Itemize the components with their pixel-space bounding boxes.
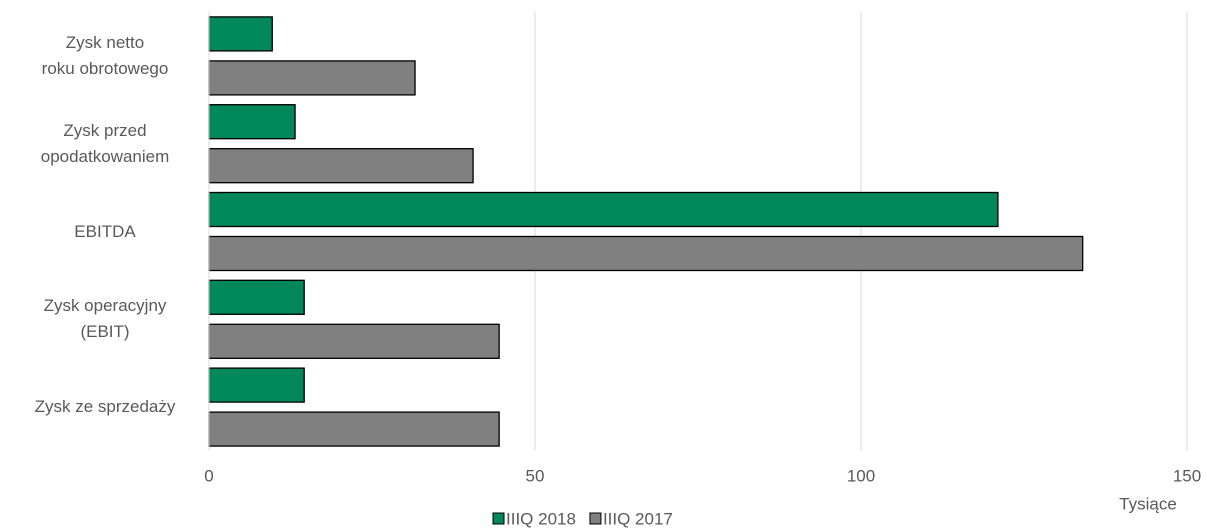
legend-swatch bbox=[589, 512, 602, 525]
bar bbox=[208, 16, 273, 52]
bar bbox=[208, 411, 500, 447]
bar bbox=[208, 148, 474, 184]
legend-label: IIIQ 2017 bbox=[603, 509, 673, 528]
bar bbox=[208, 367, 305, 403]
x-tick-label: 150 bbox=[1173, 466, 1201, 485]
y-tick-label: Zysk netto roku obrotowego bbox=[41, 32, 169, 78]
bar bbox=[208, 104, 296, 140]
legend-swatch bbox=[492, 512, 505, 525]
x-tick-label: 50 bbox=[526, 466, 545, 485]
bar bbox=[208, 191, 999, 228]
x-tick-label: 0 bbox=[204, 466, 213, 485]
bar bbox=[208, 60, 416, 96]
x-axis-unit: Tysiące bbox=[1119, 494, 1177, 513]
bar bbox=[208, 235, 1084, 272]
y-tick-label: Zysk przed opodatkowaniem bbox=[40, 120, 170, 166]
legend-label: IIIQ 2018 bbox=[506, 509, 576, 528]
bar bbox=[208, 323, 500, 359]
bar bbox=[208, 279, 305, 315]
x-tick-label: 100 bbox=[847, 466, 875, 485]
y-tick-label: EBITDA bbox=[74, 221, 136, 241]
y-tick-label: Zysk ze sprzedaży bbox=[34, 397, 176, 417]
y-tick-label: Zysk operacyjny (EBIT) bbox=[43, 296, 167, 342]
